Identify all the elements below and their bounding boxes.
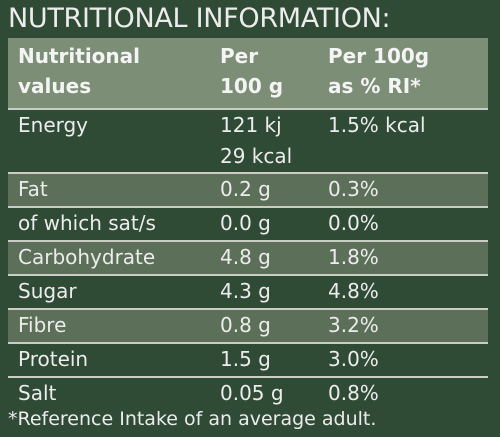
table-row-protein: Protein 1.5 g 3.0% (8, 342, 488, 376)
row-ri: 0.0% (328, 211, 379, 235)
nutrition-table: Nutritional values Per 100 g Per 100g as… (8, 38, 488, 410)
row-per-100g: 4.3 g (220, 279, 271, 303)
row-label: Energy (18, 113, 89, 137)
table-row-carbohydrate: Carbohydrate 4.8 g 1.8% (8, 240, 488, 274)
table-row-fat: Fat 0.2 g 0.3% (8, 172, 488, 206)
row-label: Fibre (18, 313, 67, 337)
row-label: Sugar (18, 279, 77, 303)
table-row-saturates: of which sat/s 0.0 g 0.0% (8, 206, 488, 240)
row-per-100g: 0.05 g (220, 381, 284, 405)
row-per-100g: 4.8 g (220, 245, 271, 269)
table-header: Nutritional values Per 100 g Per 100g as… (8, 38, 488, 108)
row-per-100g: 1.5 g (220, 347, 271, 371)
row-label: Carbohydrate (18, 245, 156, 269)
row-per-100g: 0.8 g (220, 313, 271, 337)
footnote: *Reference Intake of an average adult. (8, 408, 377, 430)
header-per-100g: Per 100 g (220, 44, 284, 98)
table-row-energy: Energy 121 kj 29 kcal 1.5% kcal (8, 108, 488, 172)
row-label: Salt (18, 381, 57, 405)
header-ri-percent: Per 100g as % RI* (328, 44, 430, 98)
row-ri: 0.8% (328, 381, 379, 405)
table-row-salt: Salt 0.05 g 0.8% (8, 376, 488, 410)
row-ri: 3.0% (328, 347, 379, 371)
row-ri: 4.8% (328, 279, 379, 303)
row-label: Fat (18, 177, 48, 201)
row-per-100g: 121 kj 29 kcal (220, 113, 293, 168)
row-per-100g: 0.0 g (220, 211, 271, 235)
row-ri: 3.2% (328, 313, 379, 337)
row-per-100g: 0.2 g (220, 177, 271, 201)
row-ri: 1.5% kcal (328, 113, 426, 137)
row-ri: 0.3% (328, 177, 379, 201)
table-row-fibre: Fibre 0.8 g 3.2% (8, 308, 488, 342)
header-nutritional-values: Nutritional values (18, 44, 141, 98)
row-label: Protein (18, 347, 89, 371)
row-label: of which sat/s (18, 211, 156, 235)
nutrition-title: NUTRITIONAL INFORMATION: (8, 3, 391, 34)
row-ri: 1.8% (328, 245, 379, 269)
table-row-sugar: Sugar 4.3 g 4.8% (8, 274, 488, 308)
